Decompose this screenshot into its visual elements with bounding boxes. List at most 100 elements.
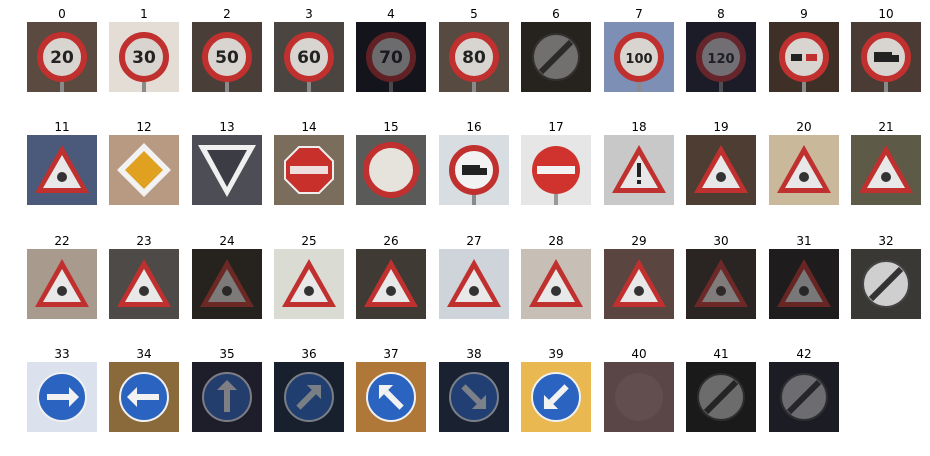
sign-image — [274, 362, 344, 432]
sign-image — [274, 249, 344, 319]
sign-image — [604, 249, 674, 319]
sign-shape — [612, 259, 666, 307]
sign-shape — [37, 372, 87, 422]
class-label: 9 — [800, 7, 808, 21]
sign-shape — [780, 373, 828, 421]
sign-thumbnail: 8 120 — [686, 5, 756, 93]
sign-shape — [615, 373, 663, 421]
sign-shape — [531, 372, 581, 422]
class-label: 41 — [713, 347, 729, 361]
sign-shape — [449, 145, 499, 205]
sign-image — [109, 249, 179, 319]
sign-thumbnail: 14 — [274, 118, 344, 206]
thumb-background — [686, 362, 756, 432]
thumb-background — [769, 362, 839, 432]
thumb-background — [192, 362, 262, 432]
class-label: 15 — [383, 120, 399, 134]
sign-thumbnail: 12 — [109, 118, 179, 206]
sign-shape: 80 — [449, 32, 499, 92]
class-label: 23 — [136, 234, 152, 248]
sign-image: 50 — [192, 22, 262, 92]
class-label: 16 — [466, 120, 482, 134]
class-label: 25 — [301, 234, 317, 248]
sign-shape — [35, 145, 89, 193]
sign-image — [27, 362, 97, 432]
class-label: 2 — [223, 7, 231, 21]
class-label: 37 — [383, 347, 399, 361]
class-label: 35 — [219, 347, 235, 361]
sign-thumbnail: 7 100 — [604, 5, 674, 93]
sign-thumbnail: 5 80 — [439, 5, 509, 93]
sign-thumbnail: 35 — [192, 345, 262, 433]
sign-thumbnail: 10 — [851, 5, 921, 93]
class-label: 17 — [548, 120, 564, 134]
sign-image: 100 — [604, 22, 674, 92]
sign-image — [27, 135, 97, 205]
sign-thumbnail: 30 — [686, 232, 756, 320]
class-label: 3 — [305, 7, 313, 21]
sign-thumbnail: 42 — [769, 345, 839, 433]
thumb-background — [356, 22, 426, 92]
class-label: 32 — [878, 234, 894, 248]
sign-thumbnail: 22 — [27, 232, 97, 320]
class-label: 38 — [466, 347, 482, 361]
sign-image — [192, 249, 262, 319]
sign-shape — [284, 146, 334, 194]
sign-image — [356, 135, 426, 205]
sign-thumbnail: 34 — [109, 345, 179, 433]
class-label: 42 — [796, 347, 812, 361]
thumb-background — [686, 249, 756, 319]
sign-thumbnail: 2 50 — [192, 5, 262, 93]
class-label: 12 — [136, 120, 152, 134]
svg-text:20: 20 — [50, 48, 74, 68]
class-label: 36 — [301, 347, 317, 361]
sign-shape: 120 — [696, 32, 746, 92]
sign-image — [439, 362, 509, 432]
sign-thumbnail: 3 60 — [274, 5, 344, 93]
sign-shape — [532, 33, 580, 81]
sign-shape — [35, 259, 89, 307]
sign-thumbnail: 16 — [439, 118, 509, 206]
sign-thumbnail: 15 — [356, 118, 426, 206]
svg-text:30: 30 — [132, 48, 156, 68]
sign-thumbnail: 40 — [604, 345, 674, 433]
sign-thumbnail: 29 — [604, 232, 674, 320]
sign-shape — [694, 145, 748, 193]
class-label: 7 — [635, 7, 643, 21]
sign-image: 30 — [109, 22, 179, 92]
class-label: 5 — [470, 7, 478, 21]
sign-image — [356, 249, 426, 319]
sign-shape — [449, 372, 499, 422]
svg-text:120: 120 — [707, 52, 734, 67]
svg-text:50: 50 — [215, 48, 239, 68]
class-label: 29 — [631, 234, 647, 248]
sign-image — [604, 362, 674, 432]
sign-shape — [694, 259, 748, 307]
sign-thumbnail: 17 — [521, 118, 591, 206]
sign-shape — [447, 259, 501, 307]
sign-image: 60 — [274, 22, 344, 92]
class-label: 1 — [140, 7, 148, 21]
sign-image — [192, 135, 262, 205]
sign-image — [769, 249, 839, 319]
sign-shape — [777, 145, 831, 193]
sign-thumbnail: 39 — [521, 345, 591, 433]
class-label: 34 — [136, 347, 152, 361]
sign-shape — [117, 143, 171, 197]
class-label: 20 — [796, 120, 812, 134]
class-label: 27 — [466, 234, 482, 248]
sign-image — [604, 135, 674, 205]
sign-image — [851, 22, 921, 92]
sign-shape — [117, 259, 171, 307]
class-label: 40 — [631, 347, 647, 361]
thumb-background — [192, 249, 262, 319]
sign-shape — [777, 259, 831, 307]
class-label: 0 — [58, 7, 66, 21]
sign-shape — [363, 142, 419, 198]
sign-image — [686, 135, 756, 205]
thumb-background — [274, 362, 344, 432]
class-label: 26 — [383, 234, 399, 248]
sign-image — [27, 249, 97, 319]
sign-shape — [364, 259, 418, 307]
